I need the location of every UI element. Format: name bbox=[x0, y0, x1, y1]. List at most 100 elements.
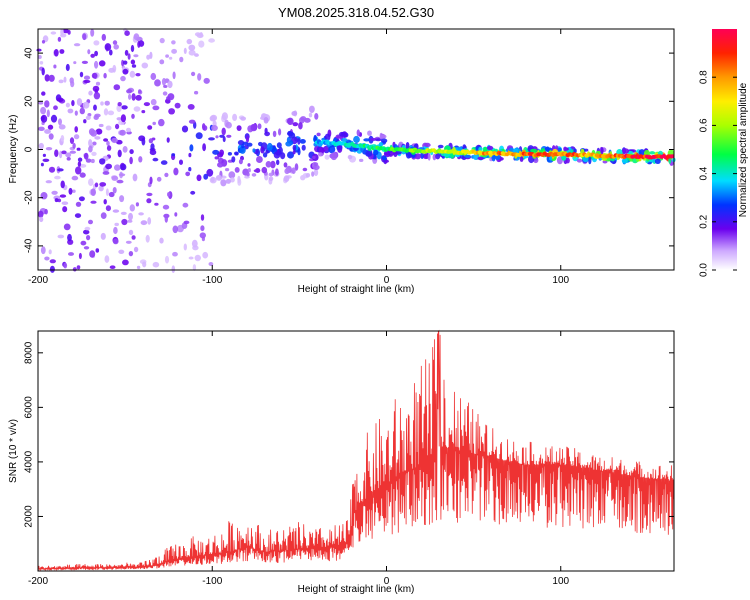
spectrogram-cell bbox=[83, 246, 90, 250]
spectrogram-cell bbox=[105, 125, 112, 131]
spectrogram-cell bbox=[65, 152, 72, 158]
spectrogram-cell bbox=[162, 91, 168, 96]
spectrogram-cell bbox=[58, 79, 64, 84]
spectrogram-cell bbox=[125, 240, 132, 244]
spectrogram-cell bbox=[192, 264, 197, 271]
spectrogram-cell bbox=[154, 202, 159, 206]
spectrogram-cell bbox=[649, 151, 656, 155]
spectrogram-cell bbox=[367, 130, 372, 136]
spectrogram-cell bbox=[99, 182, 107, 187]
spectrogram-cell bbox=[91, 151, 97, 156]
spectrogram-cell bbox=[237, 140, 245, 146]
spectrogram-cell bbox=[38, 101, 44, 105]
spectrogram-cell bbox=[54, 149, 59, 157]
spectrogram-cell bbox=[221, 112, 228, 121]
spectrogram-cell bbox=[146, 198, 152, 204]
spectrogram-cell bbox=[68, 187, 73, 195]
spectrogram-cell bbox=[194, 53, 199, 57]
spectrogram-cell bbox=[103, 108, 109, 116]
spectrogram-cell bbox=[167, 80, 173, 89]
snr-line bbox=[37, 329, 675, 572]
spectrogram-cell bbox=[266, 142, 273, 151]
spectrogram-cell bbox=[263, 117, 269, 124]
snr-xtick-label: -200 bbox=[28, 576, 48, 587]
spectrogram-ytick-label: -40 bbox=[24, 238, 35, 253]
spectrogram-cell bbox=[109, 49, 113, 56]
spectrogram-cell bbox=[268, 176, 274, 181]
spectrogram-cell bbox=[65, 102, 70, 108]
spectrogram-cell bbox=[172, 71, 176, 80]
spectrogram-cell bbox=[200, 214, 205, 221]
spectrogram-cell bbox=[53, 105, 58, 110]
spectrogram-cell bbox=[491, 154, 496, 162]
spectrogram-cell bbox=[75, 166, 82, 175]
spectrogram-cell bbox=[113, 44, 119, 50]
spectrogram-cell bbox=[120, 163, 127, 171]
spectrogram-cell bbox=[122, 146, 128, 153]
spectrogram-cell bbox=[291, 111, 298, 116]
spectrogram-cell bbox=[142, 261, 147, 268]
spectrogram-cell bbox=[190, 190, 196, 195]
spectrogram-cell bbox=[245, 135, 250, 143]
spectrogram-cell bbox=[89, 250, 96, 258]
spectrogram-cell bbox=[262, 152, 268, 158]
spectrogram-cell bbox=[164, 172, 169, 178]
spectrogram-cell bbox=[323, 146, 329, 151]
spectrogram-cell bbox=[168, 56, 173, 60]
spectrogram-cell bbox=[530, 148, 538, 153]
spectrogram-cell bbox=[265, 161, 272, 168]
spectrogram-cell bbox=[413, 143, 418, 149]
spectrogram-cell bbox=[105, 188, 109, 196]
spectrogram-cell bbox=[183, 243, 187, 251]
spectrogram-cell bbox=[246, 172, 250, 177]
spectrogram-cell bbox=[228, 171, 236, 179]
spectrogram-cell bbox=[129, 70, 136, 78]
spectrogram-cell bbox=[171, 40, 176, 45]
spectrogram-xlabel: Height of straight line (km) bbox=[298, 284, 415, 295]
spectrogram-cell bbox=[71, 100, 75, 107]
spectrogram-cell bbox=[222, 136, 226, 143]
spectrogram-cell bbox=[167, 192, 171, 197]
spectrogram-cell bbox=[100, 101, 104, 106]
spectrogram-cell bbox=[131, 93, 136, 101]
spectrogram-cell bbox=[126, 127, 131, 133]
spectrogram-cell bbox=[292, 144, 297, 151]
spectrogram-cell bbox=[60, 180, 65, 189]
spectrogram-cell bbox=[42, 153, 47, 157]
spectrogram-cell bbox=[231, 156, 236, 163]
spectrogram-ridge bbox=[314, 139, 675, 160]
spectrogram-cell bbox=[166, 137, 170, 143]
spectrogram-cell bbox=[105, 205, 111, 212]
spectrogram-cell bbox=[379, 134, 387, 139]
spectrogram-cell bbox=[174, 102, 181, 109]
spectrogram-cell bbox=[146, 54, 151, 60]
spectrogram-cell bbox=[237, 175, 241, 184]
snr-ticks: -200 -100 0 100 2000 4000 6000 8000 bbox=[24, 331, 674, 587]
spectrogram-cell bbox=[83, 79, 91, 84]
spectrogram-cell bbox=[83, 119, 87, 124]
colorbar: 0.0 0.2 0.4 0.6 0.8 Normalized spectral ampl… bbox=[699, 29, 749, 277]
spectrogram-cell bbox=[127, 219, 133, 223]
spectrogram-cell bbox=[197, 73, 202, 81]
spectrogram-cell bbox=[159, 237, 164, 244]
spectrogram-cell bbox=[90, 129, 98, 137]
spectrogram-cell bbox=[88, 90, 93, 96]
spectrogram-cell bbox=[93, 92, 101, 100]
spectrogram-cell bbox=[92, 141, 97, 146]
spectrogram-cell bbox=[76, 147, 81, 151]
snr-plot-frame bbox=[37, 330, 675, 572]
spectrogram-cell bbox=[168, 108, 176, 115]
spectrogram-cell bbox=[183, 220, 190, 225]
spectrogram-cell bbox=[122, 259, 129, 266]
spectrogram-cell bbox=[152, 105, 160, 111]
spectrogram-cell bbox=[152, 261, 160, 268]
spectrogram-cell bbox=[104, 255, 110, 263]
spectrogram-cell bbox=[72, 189, 76, 193]
spectrogram-cell bbox=[160, 160, 168, 165]
spectrogram-cell bbox=[202, 251, 209, 259]
colorbar-scale bbox=[712, 29, 737, 270]
spectrogram-cell bbox=[120, 114, 126, 123]
spectrogram-cell bbox=[40, 192, 48, 200]
spectrogram-cell bbox=[112, 40, 118, 45]
spectrogram-cell bbox=[309, 105, 315, 114]
